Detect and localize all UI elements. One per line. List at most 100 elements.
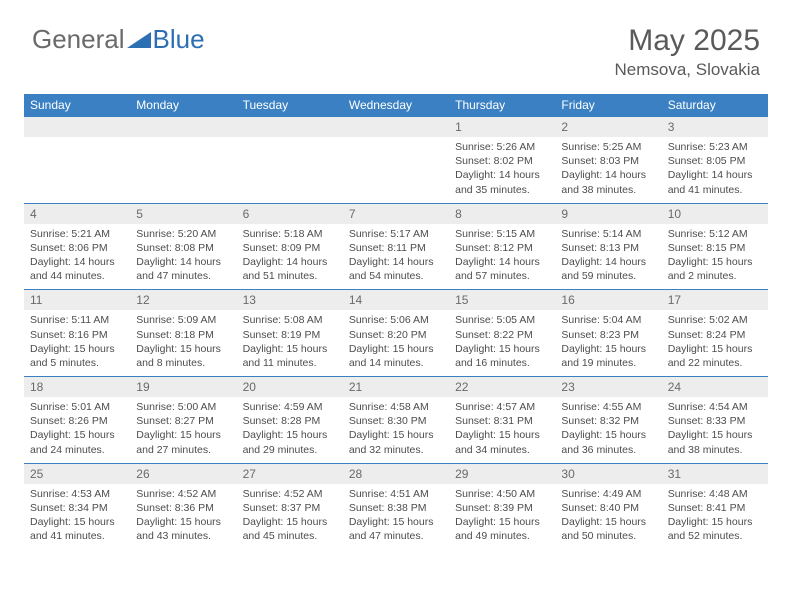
daynum-row: 123 (24, 117, 768, 138)
sunrise-line: Sunrise: 5:15 AM (455, 227, 549, 241)
day-content-cell: Sunrise: 5:06 AMSunset: 8:20 PMDaylight:… (343, 310, 449, 376)
sunrise-line: Sunrise: 4:52 AM (243, 487, 337, 501)
sunset-line: Sunset: 8:28 PM (243, 414, 337, 428)
day-content-row: Sunrise: 5:26 AMSunset: 8:02 PMDaylight:… (24, 137, 768, 203)
day-content-cell (130, 137, 236, 203)
daylight-line: Daylight: 15 hours and 29 minutes. (243, 428, 337, 456)
day-content-cell: Sunrise: 4:48 AMSunset: 8:41 PMDaylight:… (662, 484, 768, 550)
daynum-row: 11121314151617 (24, 290, 768, 311)
day-number-cell: 18 (24, 377, 130, 398)
day-number-cell: 20 (237, 377, 343, 398)
sunset-line: Sunset: 8:24 PM (668, 328, 762, 342)
daylight-line: Daylight: 15 hours and 32 minutes. (349, 428, 443, 456)
sunset-line: Sunset: 8:13 PM (561, 241, 655, 255)
sunset-line: Sunset: 8:20 PM (349, 328, 443, 342)
weekday-header: Tuesday (237, 94, 343, 117)
day-number-cell: 1 (449, 117, 555, 138)
day-number-cell: 25 (24, 463, 130, 484)
daylight-line: Daylight: 15 hours and 50 minutes. (561, 515, 655, 543)
weekday-header: Friday (555, 94, 661, 117)
day-content-cell: Sunrise: 4:52 AMSunset: 8:37 PMDaylight:… (237, 484, 343, 550)
page-header: General Blue May 2025 Nemsova, Slovakia (0, 0, 792, 88)
daylight-line: Daylight: 14 hours and 38 minutes. (561, 168, 655, 196)
sunset-line: Sunset: 8:36 PM (136, 501, 230, 515)
calendar-table: Sunday Monday Tuesday Wednesday Thursday… (24, 94, 768, 549)
daylight-line: Daylight: 14 hours and 59 minutes. (561, 255, 655, 283)
day-number-cell: 4 (24, 203, 130, 224)
month-title: May 2025 (614, 24, 760, 58)
sunset-line: Sunset: 8:40 PM (561, 501, 655, 515)
day-content-cell: Sunrise: 5:15 AMSunset: 8:12 PMDaylight:… (449, 224, 555, 290)
sunrise-line: Sunrise: 5:00 AM (136, 400, 230, 414)
sunrise-line: Sunrise: 4:51 AM (349, 487, 443, 501)
daylight-line: Daylight: 15 hours and 22 minutes. (668, 342, 762, 370)
weekday-header: Monday (130, 94, 236, 117)
sunrise-line: Sunrise: 5:12 AM (668, 227, 762, 241)
day-content-cell: Sunrise: 4:50 AMSunset: 8:39 PMDaylight:… (449, 484, 555, 550)
daylight-line: Daylight: 14 hours and 44 minutes. (30, 255, 124, 283)
day-number-cell (343, 117, 449, 138)
sunrise-line: Sunrise: 5:02 AM (668, 313, 762, 327)
daynum-row: 25262728293031 (24, 463, 768, 484)
day-number-cell: 27 (237, 463, 343, 484)
sunrise-line: Sunrise: 5:01 AM (30, 400, 124, 414)
day-number-cell (130, 117, 236, 138)
day-number-cell: 16 (555, 290, 661, 311)
day-content-cell: Sunrise: 5:20 AMSunset: 8:08 PMDaylight:… (130, 224, 236, 290)
sunrise-line: Sunrise: 5:17 AM (349, 227, 443, 241)
day-number-cell: 17 (662, 290, 768, 311)
sunset-line: Sunset: 8:32 PM (561, 414, 655, 428)
day-number-cell: 19 (130, 377, 236, 398)
day-content-row: Sunrise: 4:53 AMSunset: 8:34 PMDaylight:… (24, 484, 768, 550)
day-content-cell: Sunrise: 5:25 AMSunset: 8:03 PMDaylight:… (555, 137, 661, 203)
sunset-line: Sunset: 8:22 PM (455, 328, 549, 342)
sunrise-line: Sunrise: 4:52 AM (136, 487, 230, 501)
sunset-line: Sunset: 8:19 PM (243, 328, 337, 342)
sunrise-line: Sunrise: 5:04 AM (561, 313, 655, 327)
sunrise-line: Sunrise: 4:48 AM (668, 487, 762, 501)
day-content-cell: Sunrise: 4:57 AMSunset: 8:31 PMDaylight:… (449, 397, 555, 463)
sunset-line: Sunset: 8:15 PM (668, 241, 762, 255)
sunset-line: Sunset: 8:03 PM (561, 154, 655, 168)
weekday-header: Wednesday (343, 94, 449, 117)
sunrise-line: Sunrise: 5:09 AM (136, 313, 230, 327)
daylight-line: Daylight: 14 hours and 41 minutes. (668, 168, 762, 196)
daylight-line: Daylight: 15 hours and 14 minutes. (349, 342, 443, 370)
sunrise-line: Sunrise: 4:58 AM (349, 400, 443, 414)
sunset-line: Sunset: 8:34 PM (30, 501, 124, 515)
sunrise-line: Sunrise: 5:14 AM (561, 227, 655, 241)
day-content-cell: Sunrise: 4:53 AMSunset: 8:34 PMDaylight:… (24, 484, 130, 550)
sunset-line: Sunset: 8:41 PM (668, 501, 762, 515)
weekday-header: Sunday (24, 94, 130, 117)
day-content-cell: Sunrise: 4:52 AMSunset: 8:36 PMDaylight:… (130, 484, 236, 550)
day-number-cell: 9 (555, 203, 661, 224)
day-content-cell: Sunrise: 5:23 AMSunset: 8:05 PMDaylight:… (662, 137, 768, 203)
day-content-cell: Sunrise: 4:54 AMSunset: 8:33 PMDaylight:… (662, 397, 768, 463)
daylight-line: Daylight: 15 hours and 45 minutes. (243, 515, 337, 543)
day-content-cell: Sunrise: 4:58 AMSunset: 8:30 PMDaylight:… (343, 397, 449, 463)
day-number-cell: 29 (449, 463, 555, 484)
day-content-cell: Sunrise: 5:14 AMSunset: 8:13 PMDaylight:… (555, 224, 661, 290)
daylight-line: Daylight: 14 hours and 47 minutes. (136, 255, 230, 283)
sunset-line: Sunset: 8:05 PM (668, 154, 762, 168)
day-content-cell: Sunrise: 4:49 AMSunset: 8:40 PMDaylight:… (555, 484, 661, 550)
daylight-line: Daylight: 15 hours and 43 minutes. (136, 515, 230, 543)
day-content-row: Sunrise: 5:01 AMSunset: 8:26 PM Daylight:… (24, 397, 768, 463)
day-number-cell: 8 (449, 203, 555, 224)
day-content-cell (24, 137, 130, 203)
sunrise-line: Sunrise: 4:50 AM (455, 487, 549, 501)
daylight-line: Daylight: 15 hours and 36 minutes. (561, 428, 655, 456)
sunset-line: Sunset: 8:38 PM (349, 501, 443, 515)
daylight-line: Daylight: 14 hours and 35 minutes. (455, 168, 549, 196)
sunrise-line: Sunrise: 5:25 AM (561, 140, 655, 154)
daylight-line: Daylight: 15 hours and 47 minutes. (349, 515, 443, 543)
day-number-cell: 30 (555, 463, 661, 484)
day-number-cell (24, 117, 130, 138)
sunrise-line: Sunrise: 4:57 AM (455, 400, 549, 414)
day-number-cell: 26 (130, 463, 236, 484)
sunset-line: Sunset: 8:26 PM (30, 414, 124, 428)
day-content-cell: Sunrise: 5:18 AMSunset: 8:09 PMDaylight:… (237, 224, 343, 290)
day-number-cell: 2 (555, 117, 661, 138)
day-number-cell: 23 (555, 377, 661, 398)
daylight-line: Daylight: 15 hours and 27 minutes. (136, 428, 230, 456)
